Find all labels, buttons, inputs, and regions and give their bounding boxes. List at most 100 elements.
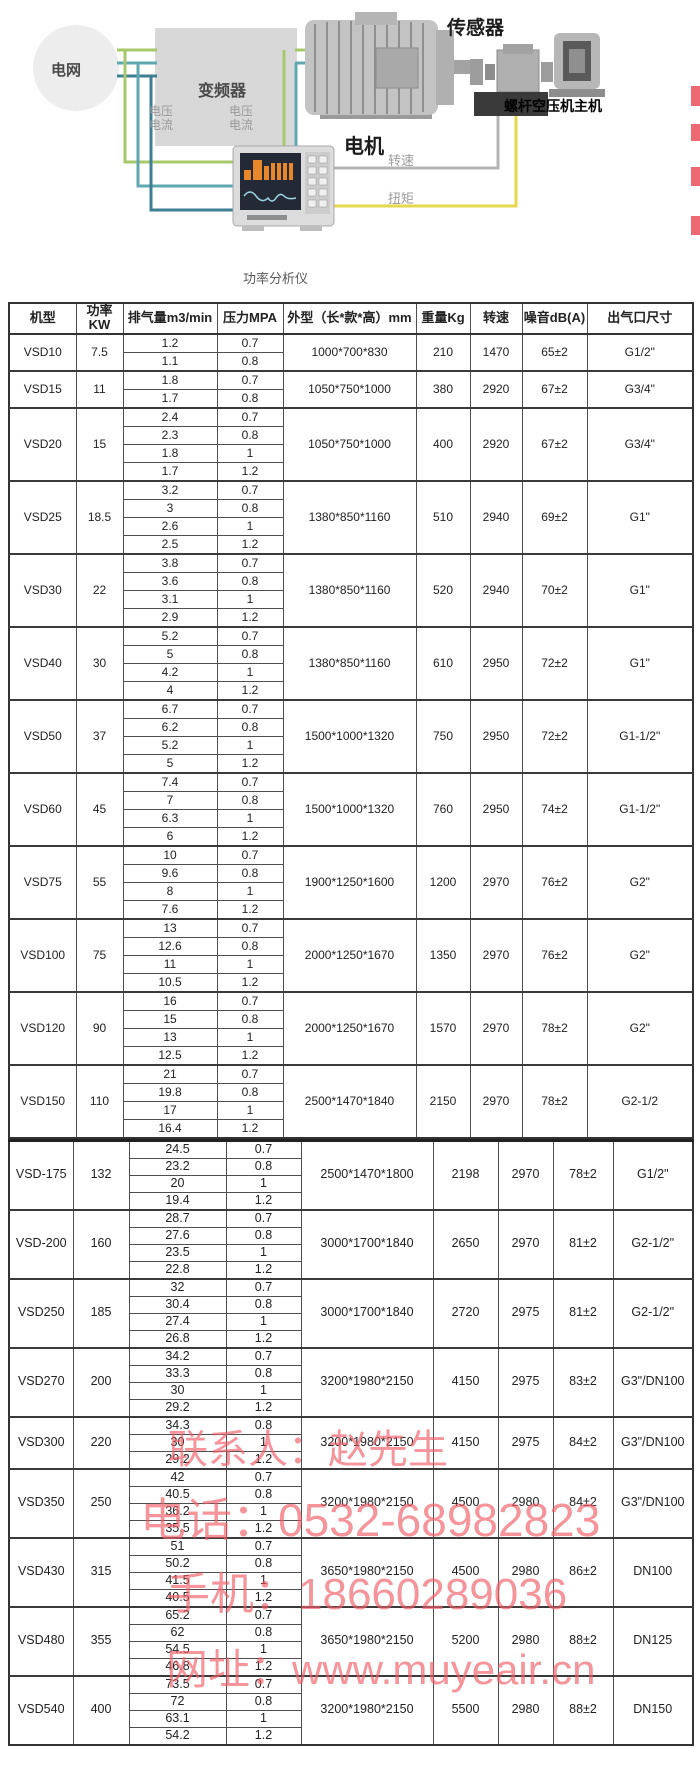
pressure-cell: 0.7 (225, 1674, 302, 1694)
header-model: 机型 (8, 302, 77, 335)
pressure-cell: 1 (216, 443, 284, 463)
spec-row: VSD150 110 21 0.7 2500*1470*1840 2150 2970 78±2… (8, 1063, 694, 1139)
displacement-cell: 6.7 (122, 698, 218, 719)
displacement-cell: 7.6 (122, 899, 218, 920)
pressure-cell: 0.8 (225, 1157, 302, 1176)
power-cell: 90 (75, 990, 124, 1066)
displacement-cell: 1.7 (122, 461, 218, 482)
spec-row: 2.5 1.2 (9, 534, 693, 555)
spec-row: 6.2 0.8 (9, 717, 693, 737)
spec-row: 2.6 1 (9, 516, 693, 536)
speed-cell: 2980 (497, 1605, 554, 1677)
model-cell: VSD75 (8, 844, 77, 920)
displacement-cell: 40.5 (128, 1588, 227, 1608)
outlet-cell: G3"/DN100 (612, 1467, 694, 1539)
spec-row: VSD250 185 32 0.7 3000*1700*1840 2720 2975 81±2… (8, 1277, 694, 1349)
power-cell: 75 (75, 917, 124, 993)
outlet-cell: G1" (586, 479, 694, 555)
displacement-cell: 13 (122, 917, 218, 938)
outlet-cell: G2-1/2" (612, 1277, 694, 1349)
pressure-cell: 0.7 (225, 1208, 302, 1228)
weight-cell: 1570 (415, 990, 471, 1066)
dimensions-cell: 1050*750*1000 (282, 406, 417, 482)
dimensions-cell: 2500*1470*1840 (282, 1063, 417, 1139)
speed-cell: 2970 (469, 844, 523, 920)
spec-row: 54.5 1 (9, 1640, 693, 1659)
spec-row: 1.8 1 (9, 443, 693, 463)
pressure-cell: 0.8 (216, 425, 284, 445)
noise-cell: 81±2 (552, 1208, 614, 1280)
displacement-cell: 1.8 (122, 443, 218, 463)
wiring-diagram-graphic (33, 12, 605, 231)
compressor-label: 螺杆空压机主机 (504, 98, 602, 114)
outlet-cell: G3/4" (586, 406, 694, 482)
model-cell: VSD40 (8, 625, 77, 701)
spec-row: 4 1.2 (9, 680, 693, 701)
displacement-cell: 1.8 (122, 369, 218, 390)
pressure-cell: 1.2 (216, 534, 284, 555)
pressure-cell: 0.7 (216, 369, 284, 390)
outlet-cell: G3"/DN100 (612, 1346, 694, 1418)
speed-cell: 2975 (497, 1415, 554, 1470)
pressure-cell: 0.7 (216, 552, 284, 573)
header-weight: 重量Kg (415, 302, 471, 335)
spec-row: VSD15 11 1.8 0.7 1050*750*1000 380 2920 67±2 G3/… (8, 369, 694, 409)
spec-row: VSD120 90 16 0.7 2000*1250*1670 1570 2970 78±2 G… (8, 990, 694, 1066)
pressure-cell: 1 (216, 881, 284, 901)
displacement-cell: 34.3 (128, 1415, 227, 1435)
power-cell: 45 (75, 771, 124, 847)
spec-row: 26.8 1.2 (9, 1329, 693, 1349)
displacement-cell: 27.4 (128, 1312, 227, 1331)
pressure-cell: 0.8 (216, 644, 284, 664)
grid-label: 电网 (51, 62, 82, 79)
dimensions-cell: 3000*1700*1840 (300, 1277, 434, 1349)
model-cell: VSD250 (8, 1277, 74, 1349)
dimensions-cell: 3200*1980*2150 (300, 1346, 434, 1418)
sensor-shape (470, 44, 553, 116)
weight-cell: 760 (415, 771, 471, 847)
outlet-cell: G3/4" (586, 369, 694, 409)
spec-row: 23.2 0.8 (9, 1157, 693, 1176)
noise-cell: 70±2 (521, 552, 588, 628)
pressure-cell: 0.8 (216, 571, 284, 591)
outlet-cell: G1-1/2" (586, 698, 694, 774)
spec-row: 27.4 1 (9, 1312, 693, 1331)
pressure-cell: 0.7 (216, 1063, 284, 1084)
model-cell: VSD100 (8, 917, 77, 993)
pressure-cell: 1 (225, 1433, 302, 1452)
weight-cell: 4150 (432, 1346, 499, 1418)
pressure-cell: 1 (216, 735, 284, 755)
model-cell: VSD540 (8, 1674, 74, 1746)
spec-row: 12.5 1.2 (9, 1045, 693, 1066)
outlet-cell: DN150 (612, 1674, 694, 1746)
weight-cell: 4150 (432, 1415, 499, 1470)
speed-cell: 2980 (497, 1467, 554, 1539)
model-cell: VSD50 (8, 698, 77, 774)
speed-cell: 2970 (469, 917, 523, 993)
model-cell: VSD120 (8, 990, 77, 1066)
displacement-cell: 16.4 (122, 1118, 218, 1139)
outlet-cell: G2" (586, 917, 694, 993)
pressure-cell: 1 (225, 1640, 302, 1659)
power-cell: 22 (75, 552, 124, 628)
displacement-cell: 24.5 (128, 1139, 227, 1159)
displacement-cell: 34.2 (128, 1346, 227, 1366)
pressure-cell: 1.2 (216, 1045, 284, 1066)
model-cell: VSD15 (8, 369, 77, 409)
speed-cell: 2970 (469, 990, 523, 1066)
speed-cell: 2950 (469, 771, 523, 847)
displacement-cell: 65.2 (128, 1605, 227, 1625)
red-edge-mark (691, 167, 700, 186)
spec-row: VSD40 30 5.2 0.7 1380*850*1160 610 2950 72±2 G1" (8, 625, 694, 701)
spec-row: VSD480 355 65.2 0.7 3650*1980*2150 5200 2980 88… (8, 1605, 694, 1677)
outlet-cell: G2-1/2 (586, 1063, 694, 1139)
displacement-cell: 30 (128, 1381, 227, 1400)
displacement-cell: 27.6 (128, 1226, 227, 1245)
noise-cell: 84±2 (552, 1467, 614, 1539)
weight-cell: 4500 (432, 1536, 499, 1608)
displacement-cell: 19.4 (128, 1191, 227, 1211)
pressure-cell: 1.2 (225, 1519, 302, 1539)
pressure-cell: 0.7 (225, 1277, 302, 1297)
power-cell: 37 (75, 698, 124, 774)
displacement-cell: 5 (122, 644, 218, 664)
